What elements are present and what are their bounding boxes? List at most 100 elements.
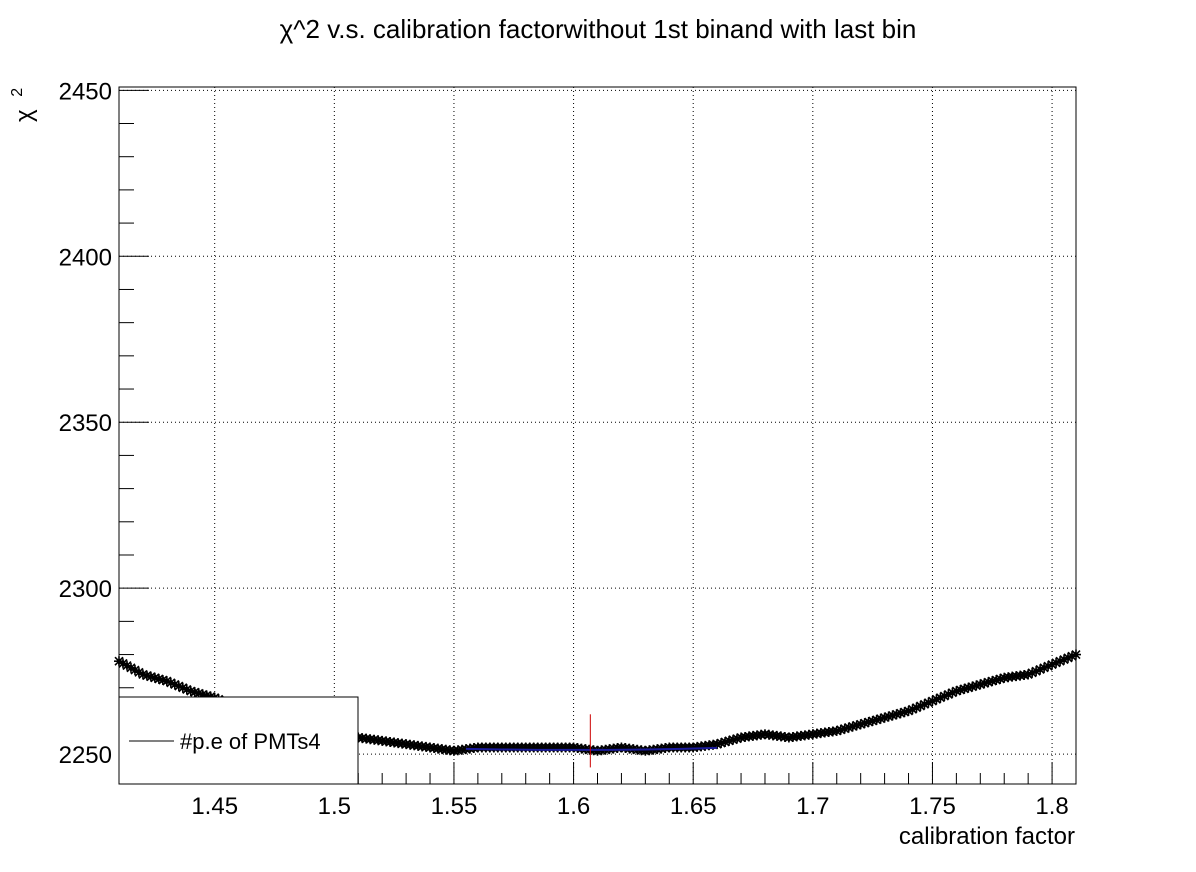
y-axis-title: χ 2 [9,88,38,122]
data-point [955,684,966,695]
data-point [863,717,874,728]
data-point [851,720,862,731]
data-point [919,699,930,710]
data-point [125,662,136,673]
y-tick-label: 2300 [59,576,112,603]
data-point [983,677,994,688]
data-point [153,673,164,684]
data-point [883,711,894,722]
data-point [732,733,743,744]
data-point [1035,664,1046,675]
data-point [915,701,926,712]
data-point [193,688,204,699]
y-axis-title-base: χ [11,109,38,122]
x-tick-label: 1.7 [796,793,829,820]
data-point [871,714,882,725]
legend: #p.e of PMTs4 [118,696,359,785]
data-point [173,681,184,692]
svg-text:χ 2: χ 2 [9,88,38,122]
data-point [1051,657,1062,668]
data-point [149,672,160,683]
data-point [712,739,723,750]
data-point [141,670,152,681]
data-point [1067,651,1078,662]
data-point [923,697,934,708]
data-point [911,702,922,713]
data-point [137,669,148,680]
data-point [117,658,128,669]
data-point [991,675,1002,686]
data-point [907,704,918,715]
data-point [935,692,946,703]
data-point [959,683,970,694]
data-point [181,684,192,695]
data-point [129,665,140,676]
data-point [197,689,208,700]
data-point [971,680,982,691]
data-point [963,682,974,693]
x-tick-label: 1.75 [909,793,956,820]
data-point [875,713,886,724]
data-point [879,712,890,723]
x-tick-labels: 1.45 1.5 1.55 1.6 1.65 1.7 1.75 1.8 [191,793,1068,820]
data-point [891,709,902,720]
data-point [121,660,132,671]
data-point [161,676,172,687]
data-point [895,708,906,719]
data-point [165,677,176,688]
data-point [1071,649,1081,660]
data-point [855,719,866,730]
data-point [114,656,124,667]
x-axis-title: calibration factor [899,823,1075,850]
data-point [201,690,212,701]
data-point [975,679,986,690]
data-point [843,722,854,733]
data-point [967,681,978,692]
data-point [720,736,731,747]
y-tick-label: 2250 [59,742,112,769]
data-point [947,687,958,698]
data-point [1059,654,1070,665]
y-axis-title-sup: 2 [9,88,26,97]
x-tick-label: 1.45 [191,793,238,820]
data-point [951,686,962,697]
x-tick-label: 1.65 [670,793,717,820]
data-point [1043,661,1054,672]
data-point [1031,666,1042,677]
data-point [177,682,188,693]
data-point [867,715,878,726]
legend-entry-label: #p.e of PMTs4 [180,729,321,754]
data-point [1039,662,1050,673]
data-point [831,725,842,736]
grid-lines [119,87,1076,784]
data-point [1055,656,1066,667]
data-point [716,738,727,749]
data-point [839,723,850,734]
x-tick-label: 1.55 [431,793,478,820]
data-point [185,686,196,697]
x-tick-label: 1.6 [557,793,590,820]
data-point [899,707,910,718]
data-point [728,734,739,745]
data-point [939,691,950,702]
data-point [1027,667,1038,678]
fit-curve [465,746,718,751]
y-tick-label: 2450 [59,78,112,105]
data-point [189,687,200,698]
data-point [145,671,156,682]
data-point [133,667,144,678]
y-tick-label: 2400 [59,244,112,271]
data-point [1063,652,1074,663]
data-point [995,673,1006,684]
y-tick-labels: 2250 2300 2350 2400 2450 [59,78,112,769]
fit-curve-layer [465,746,718,751]
data-point [724,735,735,746]
data-point [903,705,914,716]
data-point [987,676,998,687]
data-point [1047,659,1058,670]
data-point [887,710,898,721]
data-point [931,694,942,705]
data-point [169,679,180,690]
chart-title: χ^2 v.s. calibration factorwithout 1st b… [280,14,917,44]
